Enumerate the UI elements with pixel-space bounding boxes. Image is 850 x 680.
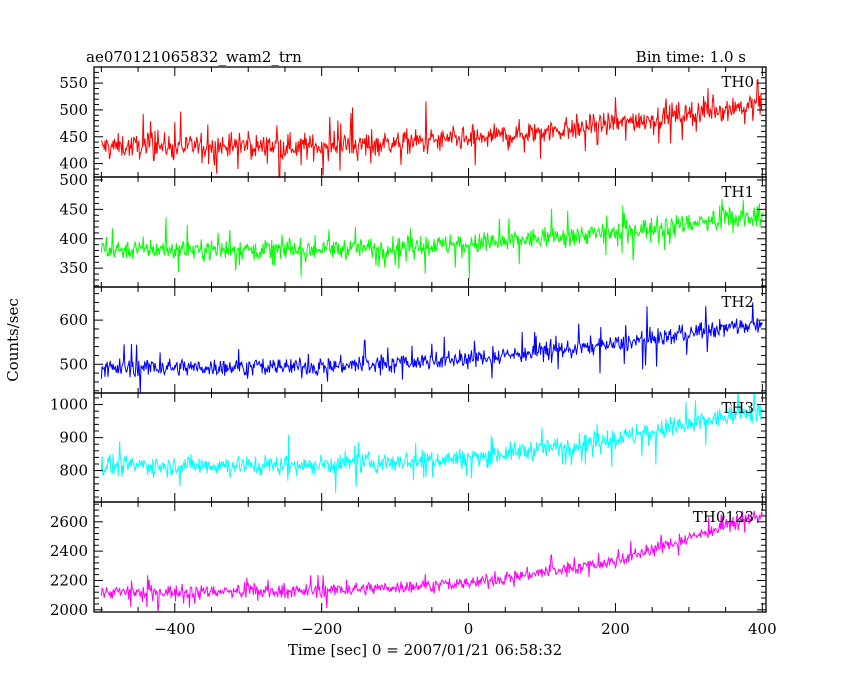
x-tick-label: 200: [601, 620, 630, 638]
y-tick-label: 1000: [50, 396, 88, 414]
x-tick-label: 400: [748, 620, 777, 638]
y-tick-label: 2400: [50, 542, 88, 560]
series-line-th0123: [100, 510, 763, 612]
x-axis-label: Time [sec] 0 = 2007/01/21 06:58:32: [288, 641, 562, 659]
panel-frame: [93, 392, 767, 503]
panel-label: TH3: [721, 399, 754, 417]
y-tick-label: 550: [59, 74, 88, 92]
y-tick-label: 450: [59, 128, 88, 146]
y-tick-label: 900: [59, 429, 88, 447]
y-tick-label: 400: [59, 230, 88, 248]
x-tick-label: 0: [464, 620, 474, 638]
plot-title: ae070121065832_wam2_trn: [86, 48, 302, 66]
panel-frame: [93, 286, 767, 394]
y-tick-label: 2000: [50, 601, 88, 619]
y-tick-label: 400: [59, 155, 88, 173]
y-tick-label: 450: [59, 200, 88, 218]
panel-group: 400 450 500 550 TH0 350 400 450 500 TH1 500 600 TH2 8…: [50, 66, 777, 638]
x-tick-label: −200: [301, 620, 342, 638]
x-tick-label: −400: [154, 620, 195, 638]
y-tick-label: 2600: [50, 513, 88, 531]
series-line-th2: [100, 302, 763, 393]
panel-th1: 350 400 450 500 TH1: [59, 171, 767, 288]
y-tick-label: 800: [59, 462, 88, 480]
y-tick-label: 500: [59, 171, 88, 189]
y-axis-label: Counts/sec: [4, 298, 22, 382]
series-line-th1: [100, 199, 763, 279]
panel-label: TH1: [721, 183, 754, 201]
y-tick-label: 2200: [50, 571, 88, 589]
panel-label: TH0123: [693, 508, 754, 526]
panel-frame: [93, 501, 767, 613]
y-tick-label: 350: [59, 259, 88, 277]
panel-th0123: 2000 2200 2400 2600 TH0123: [50, 501, 767, 619]
panel-th3: 800 900 1000 TH3: [50, 392, 767, 503]
panel-th0: 400 450 500 550 TH0: [59, 66, 767, 178]
bin-time-label: Bin time: 1.0 s: [636, 48, 746, 66]
y-tick-label: 500: [59, 355, 88, 373]
series-line-th3: [100, 393, 763, 493]
y-tick-label: 600: [59, 311, 88, 329]
panel-label: TH0: [721, 73, 754, 91]
panel-label: TH2: [721, 293, 754, 311]
panel-th2: 500 600 TH2: [59, 286, 767, 394]
series-line-th0: [100, 79, 763, 177]
y-tick-label: 500: [59, 101, 88, 119]
